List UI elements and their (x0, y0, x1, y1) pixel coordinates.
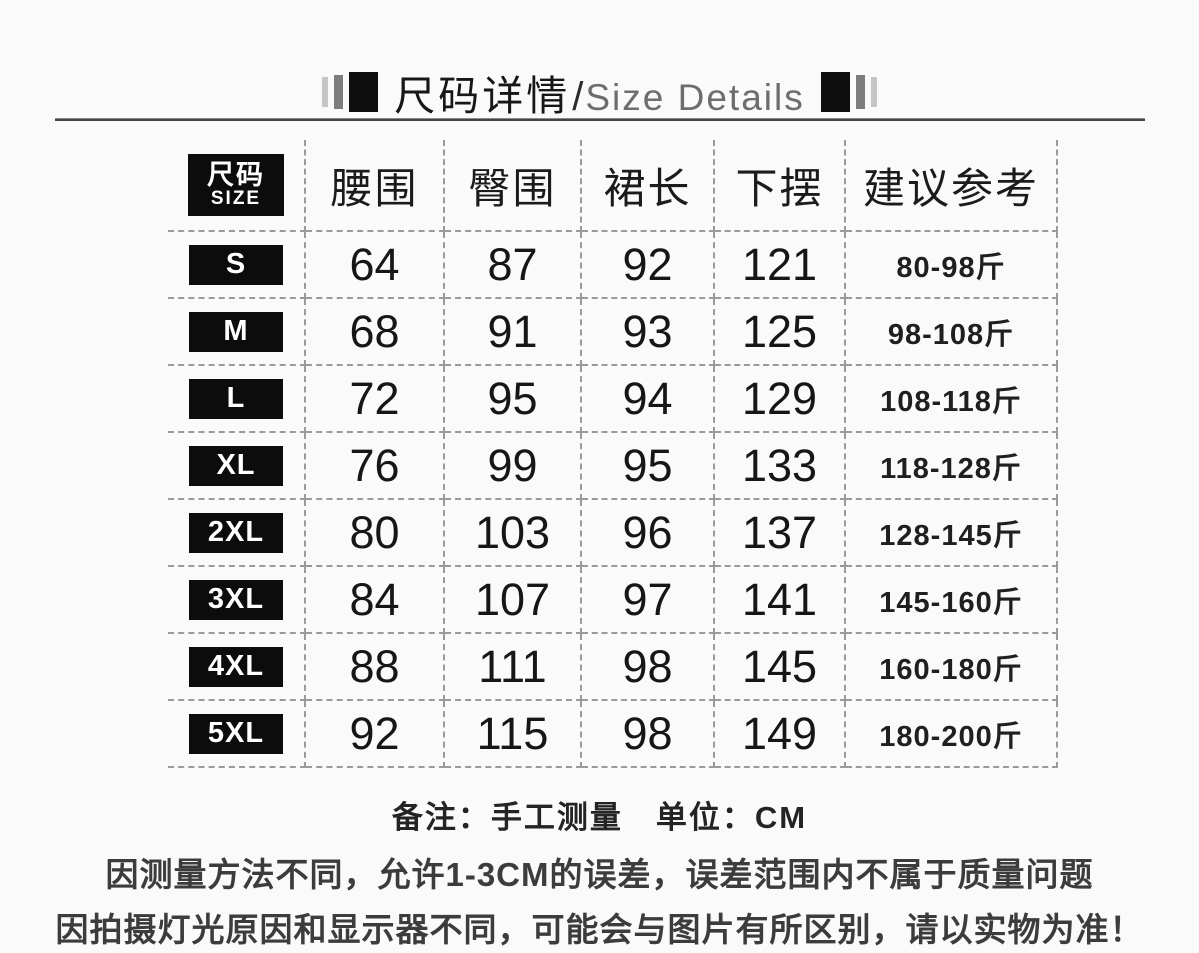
header-cell-hip: 臀围 (445, 140, 582, 232)
disclaimer-lighting: 因拍摄灯光原因和显示器不同，可能会与图片有所区别，请以实物为准！ (55, 911, 1144, 948)
skirt-length-cell: 97 (582, 567, 715, 634)
size-table: 尺码 SIZE 腰围 臀围 裙长 下摆 建议参考 S 64 87 92 121 … (168, 140, 1058, 768)
waist-cell: 92 (306, 701, 445, 768)
header-cell-skirt-length: 裙长 (582, 140, 715, 232)
hip-cell: 107 (445, 567, 582, 634)
decor-bar-icon (855, 75, 865, 109)
size-cell: S (168, 232, 306, 299)
size-cell: L (168, 366, 306, 433)
size-badge: 3XL (189, 579, 283, 620)
size-cell: XL (168, 433, 306, 500)
title-decor-right (820, 72, 877, 112)
size-badge: S (189, 244, 283, 285)
waist-cell: 80 (306, 500, 445, 567)
decor-bar-icon (349, 72, 379, 112)
hip-cell: 99 (445, 433, 582, 500)
size-cell: 2XL (168, 500, 306, 567)
title-decor-left (322, 72, 379, 112)
hem-cell: 137 (715, 500, 846, 567)
title-separator: / (572, 75, 584, 119)
weight-range-cell: 128-145斤 (846, 500, 1058, 567)
measurement-remark: 备注：手工测量 单位：CM (391, 800, 808, 835)
decor-bar-icon (820, 72, 850, 112)
skirt-length-cell: 92 (582, 232, 715, 299)
skirt-length-cell: 98 (582, 701, 715, 768)
skirt-length-cell: 96 (582, 500, 715, 567)
waist-cell: 88 (306, 634, 445, 701)
waist-cell: 76 (306, 433, 445, 500)
hip-cell: 95 (445, 366, 582, 433)
hem-cell: 145 (715, 634, 846, 701)
size-badge: 5XL (189, 713, 283, 754)
weight-range-cell: 145-160斤 (846, 567, 1058, 634)
hem-cell: 149 (715, 701, 846, 768)
weight-range-cell: 80-98斤 (846, 232, 1058, 299)
page-title-text: 尺码详情 / Size Details (394, 62, 804, 122)
size-cell: M (168, 299, 306, 366)
hip-cell: 91 (445, 299, 582, 366)
hem-cell: 125 (715, 299, 846, 366)
size-badge: 2XL (189, 512, 283, 553)
waist-cell: 84 (306, 567, 445, 634)
waist-cell: 64 (306, 232, 445, 299)
skirt-length-cell: 95 (582, 433, 715, 500)
skirt-length-cell: 93 (582, 299, 715, 366)
weight-range-cell: 160-180斤 (846, 634, 1058, 701)
title-divider-line (55, 118, 1145, 121)
size-badge: L (189, 378, 283, 419)
header-cell-weight-ref: 建议参考 (846, 140, 1058, 232)
title-english: Size Details (585, 77, 805, 118)
weight-range-cell: 108-118斤 (846, 366, 1058, 433)
disclaimer-tolerance: 因测量方法不同，允许1-3CM的误差，误差范围内不属于质量问题 (105, 856, 1094, 893)
header-cell-waist: 腰围 (306, 140, 445, 232)
hem-cell: 121 (715, 232, 846, 299)
hip-cell: 111 (445, 634, 582, 701)
header-cell-hem: 下摆 (715, 140, 846, 232)
size-cell: 3XL (168, 567, 306, 634)
skirt-length-cell: 98 (582, 634, 715, 701)
skirt-length-cell: 94 (582, 366, 715, 433)
page-title: 尺码详情 / Size Details (0, 62, 1199, 122)
waist-cell: 68 (306, 299, 445, 366)
size-badge: M (189, 311, 283, 352)
decor-bar-icon (322, 77, 329, 107)
hem-cell: 133 (715, 433, 846, 500)
weight-range-cell: 98-108斤 (846, 299, 1058, 366)
weight-range-cell: 180-200斤 (846, 701, 1058, 768)
title-chinese: 尺码详情 (394, 73, 571, 119)
hip-cell: 87 (445, 232, 582, 299)
hem-cell: 129 (715, 366, 846, 433)
size-header-cn: 尺码 (207, 159, 265, 190)
size-cell: 5XL (168, 701, 306, 768)
size-header-badge: 尺码 SIZE (188, 154, 284, 216)
size-badge: 4XL (189, 646, 283, 687)
hip-cell: 103 (445, 500, 582, 567)
size-badge: XL (189, 445, 283, 486)
size-cell: 4XL (168, 634, 306, 701)
waist-cell: 72 (306, 366, 445, 433)
decor-bar-icon (334, 75, 344, 109)
hem-cell: 141 (715, 567, 846, 634)
size-header-en: SIZE (210, 188, 262, 210)
header-cell-size: 尺码 SIZE (168, 140, 306, 232)
hip-cell: 115 (445, 701, 582, 768)
weight-range-cell: 118-128斤 (846, 433, 1058, 500)
decor-bar-icon (870, 77, 877, 107)
